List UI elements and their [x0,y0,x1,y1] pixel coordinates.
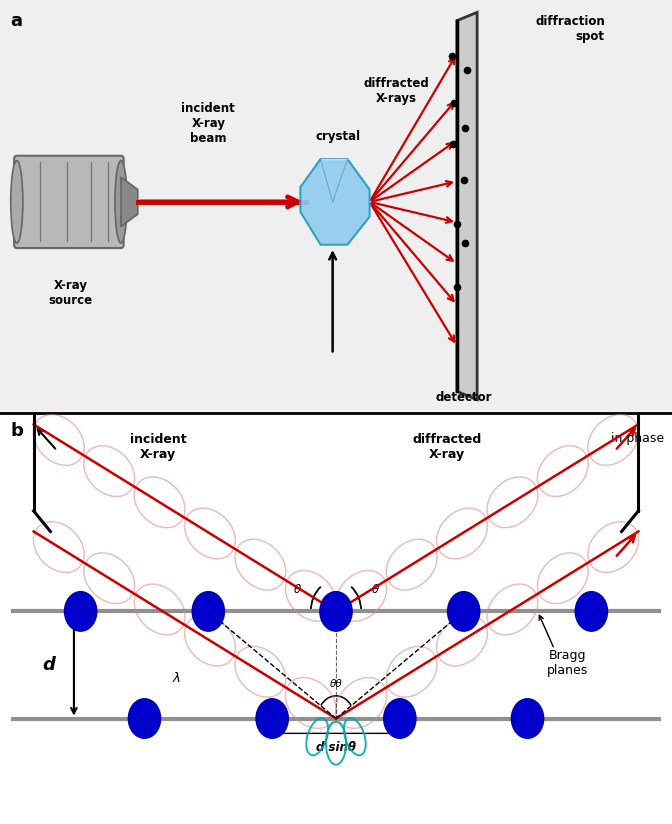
Text: diffraction
spot: diffraction spot [535,15,605,43]
Text: detector: detector [435,391,492,404]
Ellipse shape [11,161,23,243]
Circle shape [448,592,480,631]
Circle shape [511,699,544,738]
Polygon shape [121,177,138,227]
Circle shape [128,699,161,738]
Text: diffracted
X-ray: diffracted X-ray [412,433,482,461]
Polygon shape [300,159,370,245]
Text: λ: λ [172,672,180,686]
Text: θθ: θθ [330,679,342,689]
Circle shape [192,592,224,631]
Text: incident
X-ray
beam: incident X-ray beam [181,102,235,145]
Text: θ: θ [372,583,378,597]
Text: d sinθ: d sinθ [316,742,356,755]
Ellipse shape [115,161,127,243]
Text: a: a [10,12,22,30]
Text: in phase: in phase [611,432,664,445]
Circle shape [65,592,97,631]
Text: incident
X-ray: incident X-ray [130,433,186,461]
Text: b: b [10,422,23,440]
Circle shape [384,699,416,738]
Text: X-ray
source: X-ray source [48,279,93,307]
FancyBboxPatch shape [14,156,124,248]
Circle shape [575,592,607,631]
Text: Bragg
planes: Bragg planes [547,649,589,677]
Text: d: d [42,656,55,674]
Polygon shape [457,12,477,400]
Circle shape [256,699,288,738]
Text: diffracted
X-rays: diffracted X-rays [364,77,429,105]
Text: crystal: crystal [315,129,361,143]
Text: θ: θ [294,583,300,597]
Circle shape [320,592,352,631]
